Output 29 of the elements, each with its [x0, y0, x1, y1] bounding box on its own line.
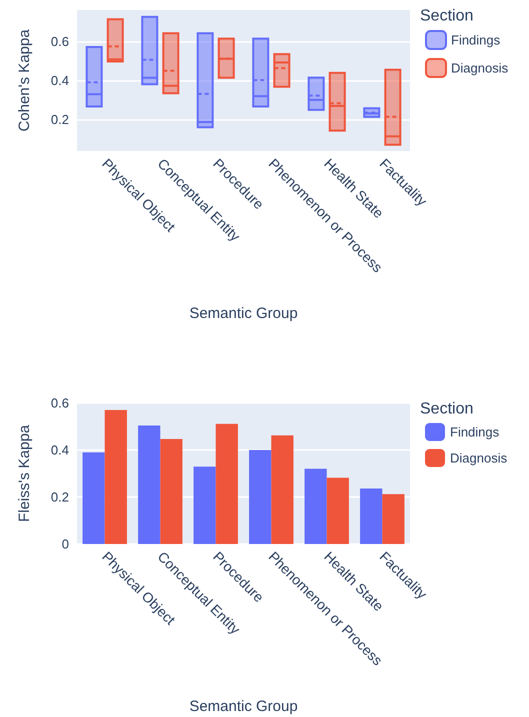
bar: [360, 488, 382, 544]
bar: [138, 426, 160, 544]
bar: [271, 435, 294, 544]
y-tick-label: 0: [62, 536, 69, 552]
legend-title: Section: [420, 8, 474, 24]
y-tick-label: 0.2: [50, 490, 69, 504]
y-axis-title: Cohen's Kappa: [16, 28, 33, 132]
x-axis-title: Semantic Group: [189, 698, 298, 715]
y-tick-label: 0.2: [50, 112, 69, 128]
legend-title: Section: [420, 400, 474, 418]
bar: [194, 466, 216, 544]
y-tick-label: 0.6: [50, 34, 69, 49]
bar: [304, 468, 327, 544]
bar: [160, 438, 182, 544]
legend-label: Diagnosis: [450, 450, 508, 466]
y-axis-title: Fleiss's Kappa: [16, 424, 33, 522]
y-tick-label: 0.6: [50, 396, 69, 410]
bar: [82, 452, 105, 544]
bar: [249, 450, 272, 544]
bar: [326, 478, 349, 544]
bar: [216, 424, 238, 544]
y-tick-label: 0.4: [50, 73, 69, 88]
legend-label: Diagnosis: [451, 60, 509, 76]
legend-label: Findings: [451, 32, 501, 48]
x-axis-title: Semantic Group: [189, 305, 298, 322]
bar: [104, 410, 127, 544]
y-tick-label: 0.4: [50, 442, 69, 458]
legend-label: Findings: [450, 424, 500, 440]
bar: [382, 494, 404, 544]
